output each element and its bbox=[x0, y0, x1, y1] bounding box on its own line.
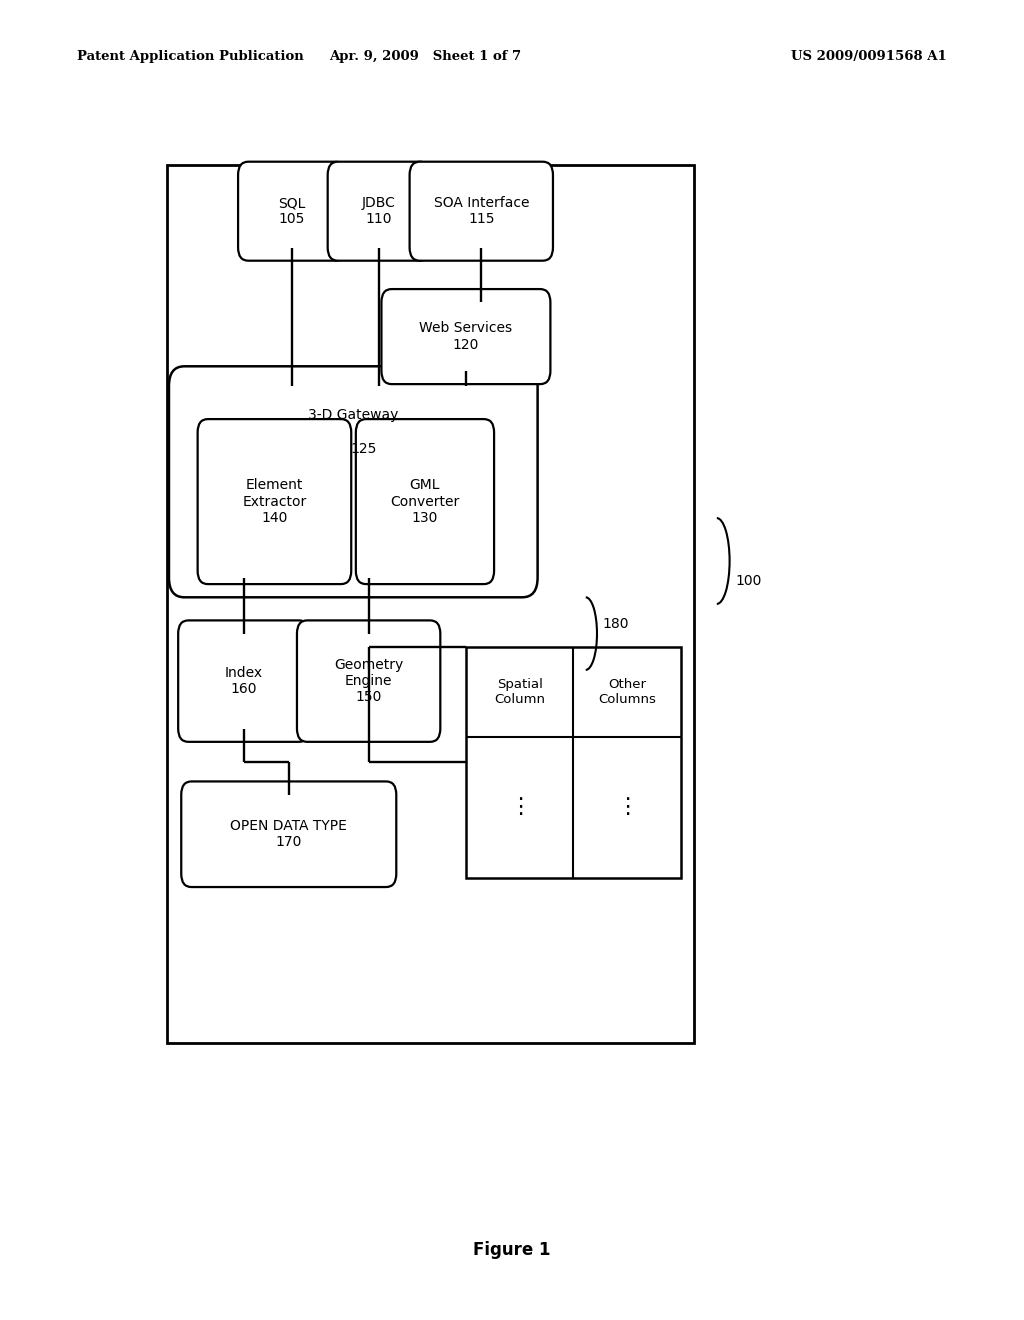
Text: Spatial
Column: Spatial Column bbox=[495, 677, 545, 706]
Text: Other
Columns: Other Columns bbox=[598, 677, 656, 706]
FancyBboxPatch shape bbox=[410, 162, 553, 261]
FancyBboxPatch shape bbox=[328, 162, 430, 261]
FancyBboxPatch shape bbox=[238, 162, 345, 261]
Text: Web Services
120: Web Services 120 bbox=[420, 322, 512, 351]
Text: 100: 100 bbox=[735, 574, 762, 587]
Text: SQL
105: SQL 105 bbox=[279, 197, 305, 226]
FancyBboxPatch shape bbox=[169, 367, 538, 597]
FancyBboxPatch shape bbox=[297, 620, 440, 742]
Bar bbox=[167, 165, 694, 1043]
Text: GML
Converter
130: GML Converter 130 bbox=[390, 478, 460, 525]
Text: 125: 125 bbox=[350, 442, 377, 457]
FancyBboxPatch shape bbox=[356, 420, 494, 583]
Text: SOA Interface
115: SOA Interface 115 bbox=[433, 197, 529, 226]
FancyBboxPatch shape bbox=[381, 289, 551, 384]
Text: 180: 180 bbox=[602, 618, 629, 631]
Text: Apr. 9, 2009   Sheet 1 of 7: Apr. 9, 2009 Sheet 1 of 7 bbox=[329, 50, 521, 63]
Bar bbox=[466, 647, 681, 878]
Text: Figure 1: Figure 1 bbox=[473, 1241, 551, 1259]
FancyBboxPatch shape bbox=[178, 620, 309, 742]
Text: ⋮: ⋮ bbox=[616, 797, 638, 817]
Text: Index
160: Index 160 bbox=[224, 667, 263, 696]
FancyBboxPatch shape bbox=[181, 781, 396, 887]
Text: Geometry
Engine
150: Geometry Engine 150 bbox=[334, 657, 403, 705]
Text: Element
Extractor
140: Element Extractor 140 bbox=[243, 478, 306, 525]
Text: OPEN DATA TYPE
170: OPEN DATA TYPE 170 bbox=[230, 820, 347, 849]
Text: US 2009/0091568 A1: US 2009/0091568 A1 bbox=[792, 50, 947, 63]
Text: ⋮: ⋮ bbox=[509, 797, 530, 817]
Text: Patent Application Publication: Patent Application Publication bbox=[77, 50, 303, 63]
Text: 3-D Gateway: 3-D Gateway bbox=[308, 408, 398, 422]
FancyBboxPatch shape bbox=[198, 420, 351, 583]
Text: JDBC
110: JDBC 110 bbox=[361, 197, 396, 226]
